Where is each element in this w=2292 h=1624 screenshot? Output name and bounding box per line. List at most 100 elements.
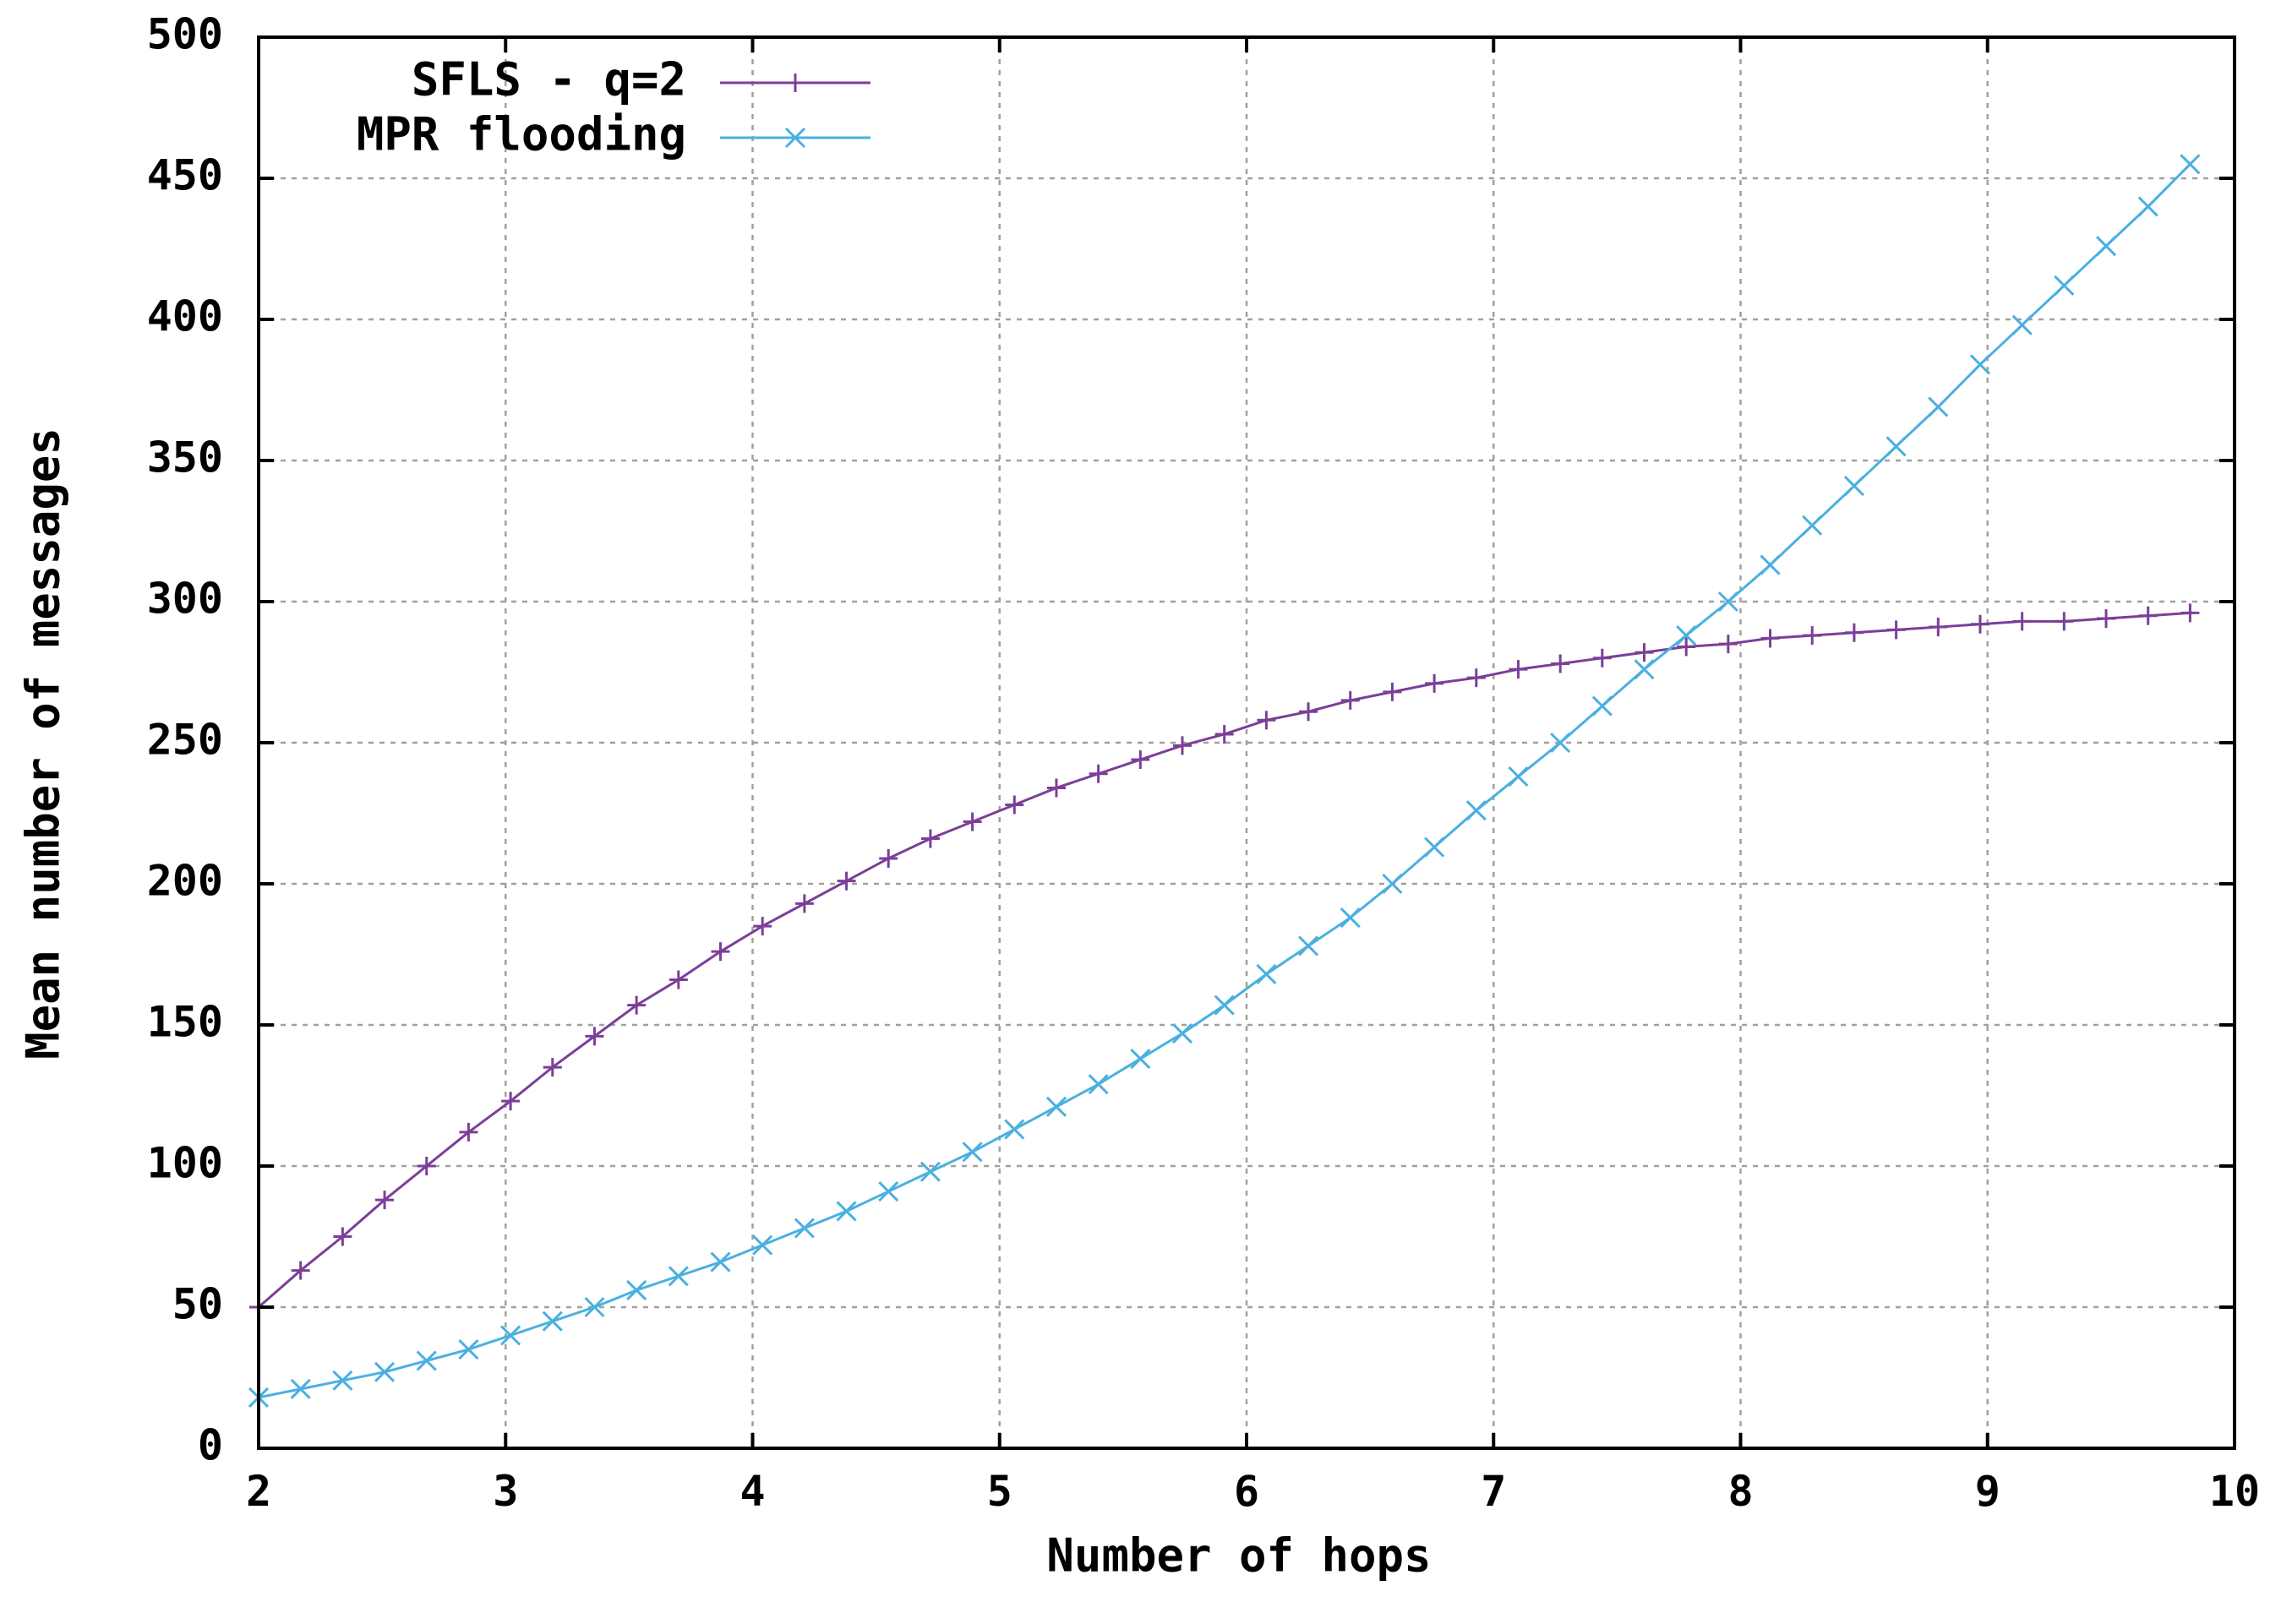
- data-point: [1131, 750, 1150, 770]
- data-point: [2054, 275, 2075, 296]
- data-point: [333, 1227, 352, 1246]
- y-tick-label: 100: [147, 1139, 223, 1188]
- data-point: [1676, 625, 1697, 646]
- data-point: [836, 1201, 857, 1222]
- y-tick-label: 0: [198, 1421, 223, 1470]
- data-point: [2180, 154, 2201, 175]
- series-mpr: [248, 154, 2201, 1408]
- data-point: [1592, 648, 1612, 668]
- data-point: [2097, 609, 2116, 629]
- data-point: [459, 1122, 478, 1142]
- data-point: [1130, 1049, 1151, 1070]
- x-tick-label: 2: [246, 1467, 271, 1516]
- x-tick-label: 6: [1234, 1467, 1259, 1516]
- data-point: [2095, 236, 2117, 257]
- data-point: [627, 995, 647, 1015]
- data-point: [1803, 626, 1822, 646]
- data-point: [962, 1142, 983, 1163]
- data-point: [1970, 614, 1989, 634]
- series-layer: [248, 154, 2201, 1408]
- data-point: [1634, 659, 1655, 680]
- data-point: [2180, 603, 2200, 623]
- y-tick-label: 200: [147, 857, 223, 906]
- data-point: [920, 1161, 941, 1182]
- data-point: [1173, 736, 1192, 755]
- data-point: [1298, 935, 1319, 956]
- y-tick-label: 150: [147, 998, 223, 1047]
- y-tick-label: 300: [147, 575, 223, 624]
- data-point: [1677, 637, 1696, 657]
- data-point: [2011, 314, 2033, 335]
- data-point: [375, 1191, 395, 1210]
- legend-marker: [786, 74, 805, 92]
- data-point: [1843, 475, 1864, 497]
- data-point: [1257, 711, 1276, 730]
- data-point: [291, 1261, 310, 1280]
- axis-ticks: [257, 35, 2236, 1450]
- data-point: [1383, 682, 1402, 701]
- data-point: [837, 871, 856, 891]
- y-tick-label: 450: [147, 151, 223, 200]
- data-point: [1886, 620, 1906, 640]
- data-point: [1214, 724, 1234, 744]
- data-point: [752, 1234, 773, 1256]
- x-tick-label: 9: [1975, 1467, 2000, 1516]
- x-axis-label: Number of hops: [1046, 1529, 1431, 1583]
- y-tick-label: 50: [172, 1280, 223, 1329]
- data-point: [1171, 1022, 1193, 1044]
- data-point: [710, 1251, 731, 1272]
- data-point: [585, 1027, 604, 1046]
- data-point: [1634, 643, 1654, 662]
- data-point: [1382, 873, 1403, 895]
- data-point: [2055, 612, 2074, 631]
- data-point: [1760, 554, 1781, 575]
- data-point: [1844, 623, 1864, 642]
- y-tick-label: 400: [147, 292, 223, 341]
- x-tick-label: 5: [987, 1467, 1012, 1516]
- data-point: [1718, 635, 1738, 654]
- data-point: [1969, 354, 1991, 375]
- data-point: [1550, 732, 1571, 754]
- data-point: [626, 1279, 647, 1301]
- data-point: [1591, 695, 1613, 717]
- x-tick-label: 3: [493, 1467, 518, 1516]
- y-tick-label: 250: [147, 716, 223, 765]
- data-point: [374, 1361, 396, 1382]
- data-point: [543, 1058, 562, 1077]
- data-point: [501, 1092, 521, 1111]
- data-point: [1340, 690, 1360, 710]
- legend-label-mpr: MPR flooding: [357, 108, 686, 161]
- data-point: [1425, 673, 1444, 693]
- data-point: [1802, 515, 1823, 536]
- data-point: [879, 848, 898, 868]
- data-point: [2012, 612, 2032, 631]
- legend-label-sfls: SFLS - q=2: [412, 53, 686, 106]
- data-point: [417, 1157, 436, 1175]
- data-point: [1508, 766, 1529, 787]
- data-point: [1089, 764, 1108, 783]
- data-point: [1088, 1074, 1109, 1095]
- data-point: [963, 812, 982, 831]
- data-point: [1551, 654, 1570, 673]
- data-point: [1717, 591, 1738, 613]
- data-point: [2138, 606, 2158, 625]
- data-point: [1299, 702, 1318, 722]
- data-point: [794, 894, 814, 913]
- legend-sample-sfls: [720, 74, 870, 92]
- data-point: [1760, 629, 1780, 648]
- y-tick-label: 350: [147, 433, 223, 482]
- data-point: [500, 1325, 521, 1346]
- grid-lines: [259, 37, 2235, 1448]
- data-point: [794, 1218, 815, 1239]
- data-point: [1340, 907, 1361, 929]
- data-point: [1045, 1096, 1067, 1117]
- data-point: [1004, 1119, 1025, 1140]
- x-tick-label: 7: [1481, 1467, 1506, 1516]
- legend-sample-mpr: [720, 127, 870, 149]
- data-point: [668, 970, 688, 989]
- y-tick-label: 500: [147, 10, 223, 59]
- data-point: [753, 917, 772, 936]
